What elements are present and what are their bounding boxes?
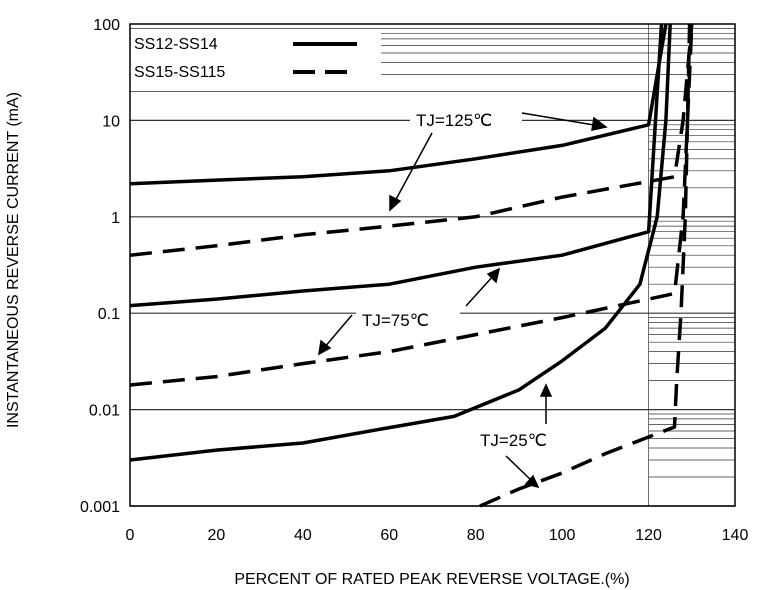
plot-frame [129,23,736,507]
legend-label-ss12-ss14: SS12-SS14 [134,36,218,53]
y-tick-label: 1 [111,210,120,227]
y-tick-label: 0.1 [98,306,120,323]
arrow-tj125-left [393,132,433,204]
x-tick-label: 20 [208,527,226,544]
annotation-tj75: TJ=75℃ [356,306,460,332]
x-tick-labels: 0 20 40 60 80 100 120 140 [126,527,749,544]
x-tick-label: 40 [294,527,312,544]
annotation-tj75-box [356,306,460,332]
x-tick-label: 120 [635,527,662,544]
y-tick-label: 100 [93,17,120,34]
annotation-tj25-box [474,426,578,452]
arrow-tj25-up-head [539,383,553,397]
y-tick-label: 0.001 [80,499,120,516]
arrow-tj125-right [521,112,601,127]
annotation-tj125-box [410,106,522,132]
series-line-2 [129,23,672,462]
arrow-tj75-up-head [486,267,501,284]
legend-label-ss15-ss115: SS15-SS115 [134,64,225,81]
annotation-tj125: TJ=125℃ [410,106,522,132]
arrow-tj25-down [505,455,533,482]
arrow-tj125-right-head [591,116,608,131]
series-line-3 [129,23,694,257]
x-tick-label: 60 [380,527,398,544]
x-tick-label: 80 [467,527,485,544]
legend: SS12-SS14 SS15-SS115 [134,36,357,81]
annotation-tj125-label: TJ=125℃ [416,111,492,130]
annotation-tj25-label: TJ=25℃ [480,431,547,450]
legend-box [131,30,381,88]
series-line-0 [129,23,668,186]
series-line-5 [479,23,692,508]
arrow-tj125-left-head [389,194,402,212]
x-axis-title: PERCENT OF RATED PEAK REVERSE VOLTAGE.(%… [234,571,629,588]
arrow-tj75-up [465,274,495,307]
annotation-tj75-label: TJ=75℃ [362,311,429,330]
y-tick-label: 0.01 [89,403,120,420]
y-tick-label: 10 [102,113,120,130]
arrow-tj75-down [323,314,353,349]
x-tick-label: 140 [722,527,749,544]
y-axis-title: INSTANTANEOUS REVERSE CURRENT (mA) [5,92,22,428]
annotation-arrows [318,112,608,489]
arrow-tj25-down-head [524,474,540,489]
y-tick-labels: 0.001 0.01 0.1 1 10 100 [80,17,120,516]
series-line-1 [129,23,664,308]
x-tick-label: 0 [126,527,135,544]
arrow-tj75-down-head [318,339,332,356]
x-tick-label: 100 [549,527,576,544]
curves [129,23,694,508]
annotation-tj25: TJ=25℃ [474,426,578,452]
